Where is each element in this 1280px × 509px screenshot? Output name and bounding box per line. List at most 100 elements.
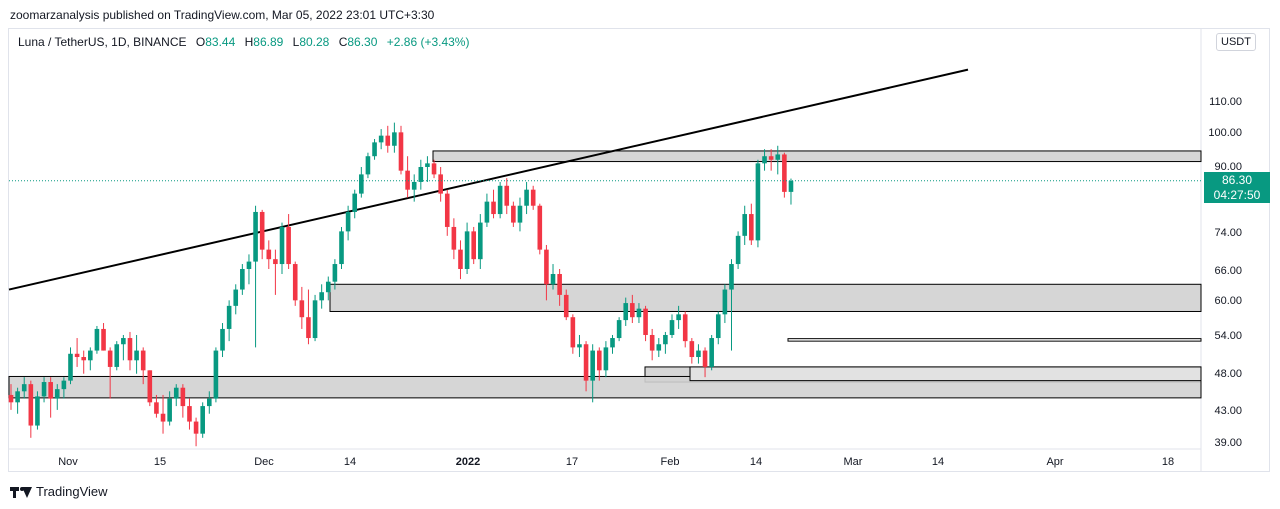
candle xyxy=(464,222,470,275)
candle-body xyxy=(299,300,305,318)
candle xyxy=(735,231,741,269)
candle xyxy=(325,276,331,301)
candle xyxy=(312,294,318,342)
candle-body xyxy=(722,289,728,315)
candle-body xyxy=(590,350,595,381)
candle xyxy=(517,197,523,232)
candle-body xyxy=(266,249,272,260)
candle-body xyxy=(200,406,205,434)
candle xyxy=(623,297,629,326)
candle xyxy=(94,325,100,354)
candle-body xyxy=(603,347,609,371)
candle-body xyxy=(121,338,126,345)
candle-body xyxy=(636,308,642,318)
candle-body xyxy=(583,344,589,381)
candle xyxy=(154,394,159,418)
candle xyxy=(768,149,774,171)
candle-body xyxy=(127,338,133,361)
candle-body xyxy=(378,135,384,143)
candle xyxy=(537,203,543,255)
candle xyxy=(577,334,582,358)
candle-body xyxy=(220,328,225,351)
candle xyxy=(722,284,728,324)
candle-body xyxy=(471,231,476,260)
candle xyxy=(160,394,166,434)
candle-body xyxy=(140,350,146,371)
candle xyxy=(676,305,681,329)
candle xyxy=(233,284,239,315)
candle xyxy=(372,138,377,160)
candle-body xyxy=(557,274,562,295)
time-tick-label: Mar xyxy=(844,456,863,468)
candle xyxy=(636,303,642,324)
candle-body xyxy=(28,384,34,426)
candle-body xyxy=(233,289,239,306)
time-tick-label: Nov xyxy=(58,456,78,468)
footer-brand[interactable]: TradingView xyxy=(10,484,108,499)
candle-body xyxy=(663,334,668,345)
candle xyxy=(140,347,146,385)
candle xyxy=(41,377,47,403)
currency-button[interactable]: USDT xyxy=(1216,33,1256,51)
candle-body xyxy=(226,305,232,329)
candle-body xyxy=(616,320,622,339)
candle xyxy=(378,129,384,150)
candle-body xyxy=(398,132,404,171)
price-tick-label: 110.00 xyxy=(1209,96,1242,108)
price-axis[interactable]: 1110.00100.0090.0074.0066.0060.0054.0048… xyxy=(1208,40,1242,449)
candle xyxy=(392,122,397,153)
price-zone xyxy=(329,283,1202,312)
candle-body xyxy=(332,264,338,282)
chart-frame[interactable] xyxy=(8,28,1270,472)
candle-body xyxy=(610,338,615,348)
candle-body xyxy=(755,163,761,241)
brand-name: TradingView xyxy=(36,484,108,499)
candle xyxy=(266,240,272,269)
candle-body xyxy=(372,142,377,157)
candle xyxy=(352,189,358,219)
price-tick-label: 54.00 xyxy=(1214,330,1242,342)
time-axis[interactable]: Nov 15 Dec 14 2022 17 Feb 14 Mar 14 Apr 18 xyxy=(9,29,1202,471)
open-label: O xyxy=(195,35,206,49)
candle-body xyxy=(643,308,648,335)
candle-body xyxy=(669,320,675,335)
candle xyxy=(88,347,93,371)
candle xyxy=(173,384,179,407)
candle xyxy=(603,341,609,378)
candle-body xyxy=(48,382,53,399)
candle xyxy=(193,417,199,447)
candle-body xyxy=(478,222,483,260)
candle-body xyxy=(345,211,351,232)
candle xyxy=(226,300,232,342)
price-tick-label: 66.00 xyxy=(1214,265,1242,277)
candle xyxy=(107,347,113,399)
candle xyxy=(385,125,391,153)
candle-body xyxy=(418,166,424,182)
candle-body xyxy=(491,201,496,215)
candle xyxy=(365,152,371,179)
candle-body xyxy=(782,154,787,192)
candle-body xyxy=(775,154,781,160)
candle xyxy=(755,159,761,248)
price-zone xyxy=(689,366,1202,382)
candle-body xyxy=(715,314,721,339)
candle-body xyxy=(656,344,662,351)
candle xyxy=(590,344,595,403)
candle xyxy=(306,289,311,345)
candle xyxy=(511,201,516,227)
candle xyxy=(610,334,615,354)
candles-layer xyxy=(8,122,794,447)
candle xyxy=(319,284,324,309)
candle xyxy=(570,314,576,354)
candle xyxy=(220,323,225,358)
candle-body xyxy=(61,380,67,390)
candle xyxy=(478,214,483,269)
candle-body xyxy=(107,350,113,367)
candle xyxy=(557,268,562,306)
candle xyxy=(398,125,404,175)
candle xyxy=(616,317,622,342)
candle xyxy=(8,384,14,410)
candle xyxy=(273,249,278,295)
candle-body xyxy=(504,185,510,206)
